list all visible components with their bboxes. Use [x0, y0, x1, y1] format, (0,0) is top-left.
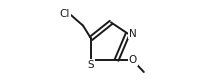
Text: S: S	[88, 60, 94, 70]
Text: O: O	[128, 55, 137, 65]
Text: Cl: Cl	[60, 9, 70, 19]
Text: N: N	[129, 29, 136, 39]
